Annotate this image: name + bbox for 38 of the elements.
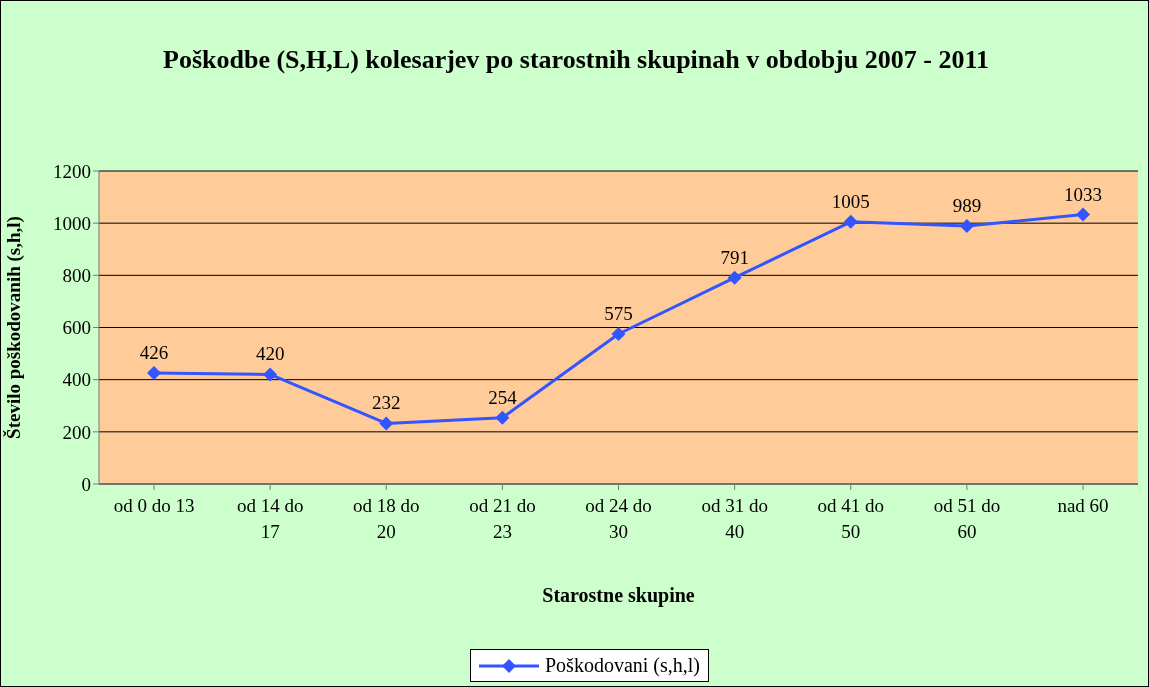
point: [959, 219, 974, 234]
point: [147, 365, 161, 380]
data-label: 1005: [831, 190, 870, 212]
point: [263, 367, 278, 382]
y-tick-label: 600: [62, 317, 91, 339]
data-label: 254: [488, 386, 518, 408]
x-tick-label: nad 60: [1057, 495, 1109, 516]
y-tick-label: 1000: [53, 212, 91, 234]
data-label: 791: [720, 246, 749, 268]
y-tick-label: 1200: [53, 160, 91, 182]
x-tick-label: od 0 do 13: [113, 495, 195, 516]
legend-label: Poškodovani (s,h,l): [545, 654, 700, 677]
data-label: 989: [952, 195, 982, 217]
x-tick-label: od 21 do 23: [469, 495, 536, 542]
y-tick-label: 200: [62, 421, 91, 443]
chart-title: Poškodbe (S,H,L) kolesarjev po starostnih skupinah v obdobju 2007 - 2011: [162, 44, 990, 76]
x-tick-label: od 24 do 30: [585, 495, 652, 542]
x-tick-label: od 18 do 20: [353, 495, 420, 542]
data-label: 575: [604, 303, 633, 325]
data-label: 1033: [1064, 183, 1102, 205]
point: [1076, 207, 1090, 222]
x-tick-label: od 31 do 40: [701, 495, 768, 542]
x-tick-label: od 14 do 17: [236, 495, 304, 542]
point: [611, 327, 626, 342]
data-label: 420: [255, 343, 285, 365]
x-axis-title: Starostne skupine: [542, 584, 695, 607]
point: [379, 416, 394, 431]
y-tick-label: 0: [81, 473, 91, 495]
y-axis-title: Število poškodovanih (s,h,l): [2, 216, 25, 439]
point: [727, 270, 742, 285]
point: [495, 410, 510, 425]
data-label: 232: [372, 392, 401, 414]
point: [843, 214, 858, 229]
y-tick-label: 800: [62, 265, 91, 287]
data-label: 426: [139, 341, 169, 363]
x-tick-label: od 41 do 50: [817, 495, 884, 542]
x-tick-label: od 51 do 60: [933, 495, 1001, 542]
y-tick-label: 400: [62, 369, 91, 391]
